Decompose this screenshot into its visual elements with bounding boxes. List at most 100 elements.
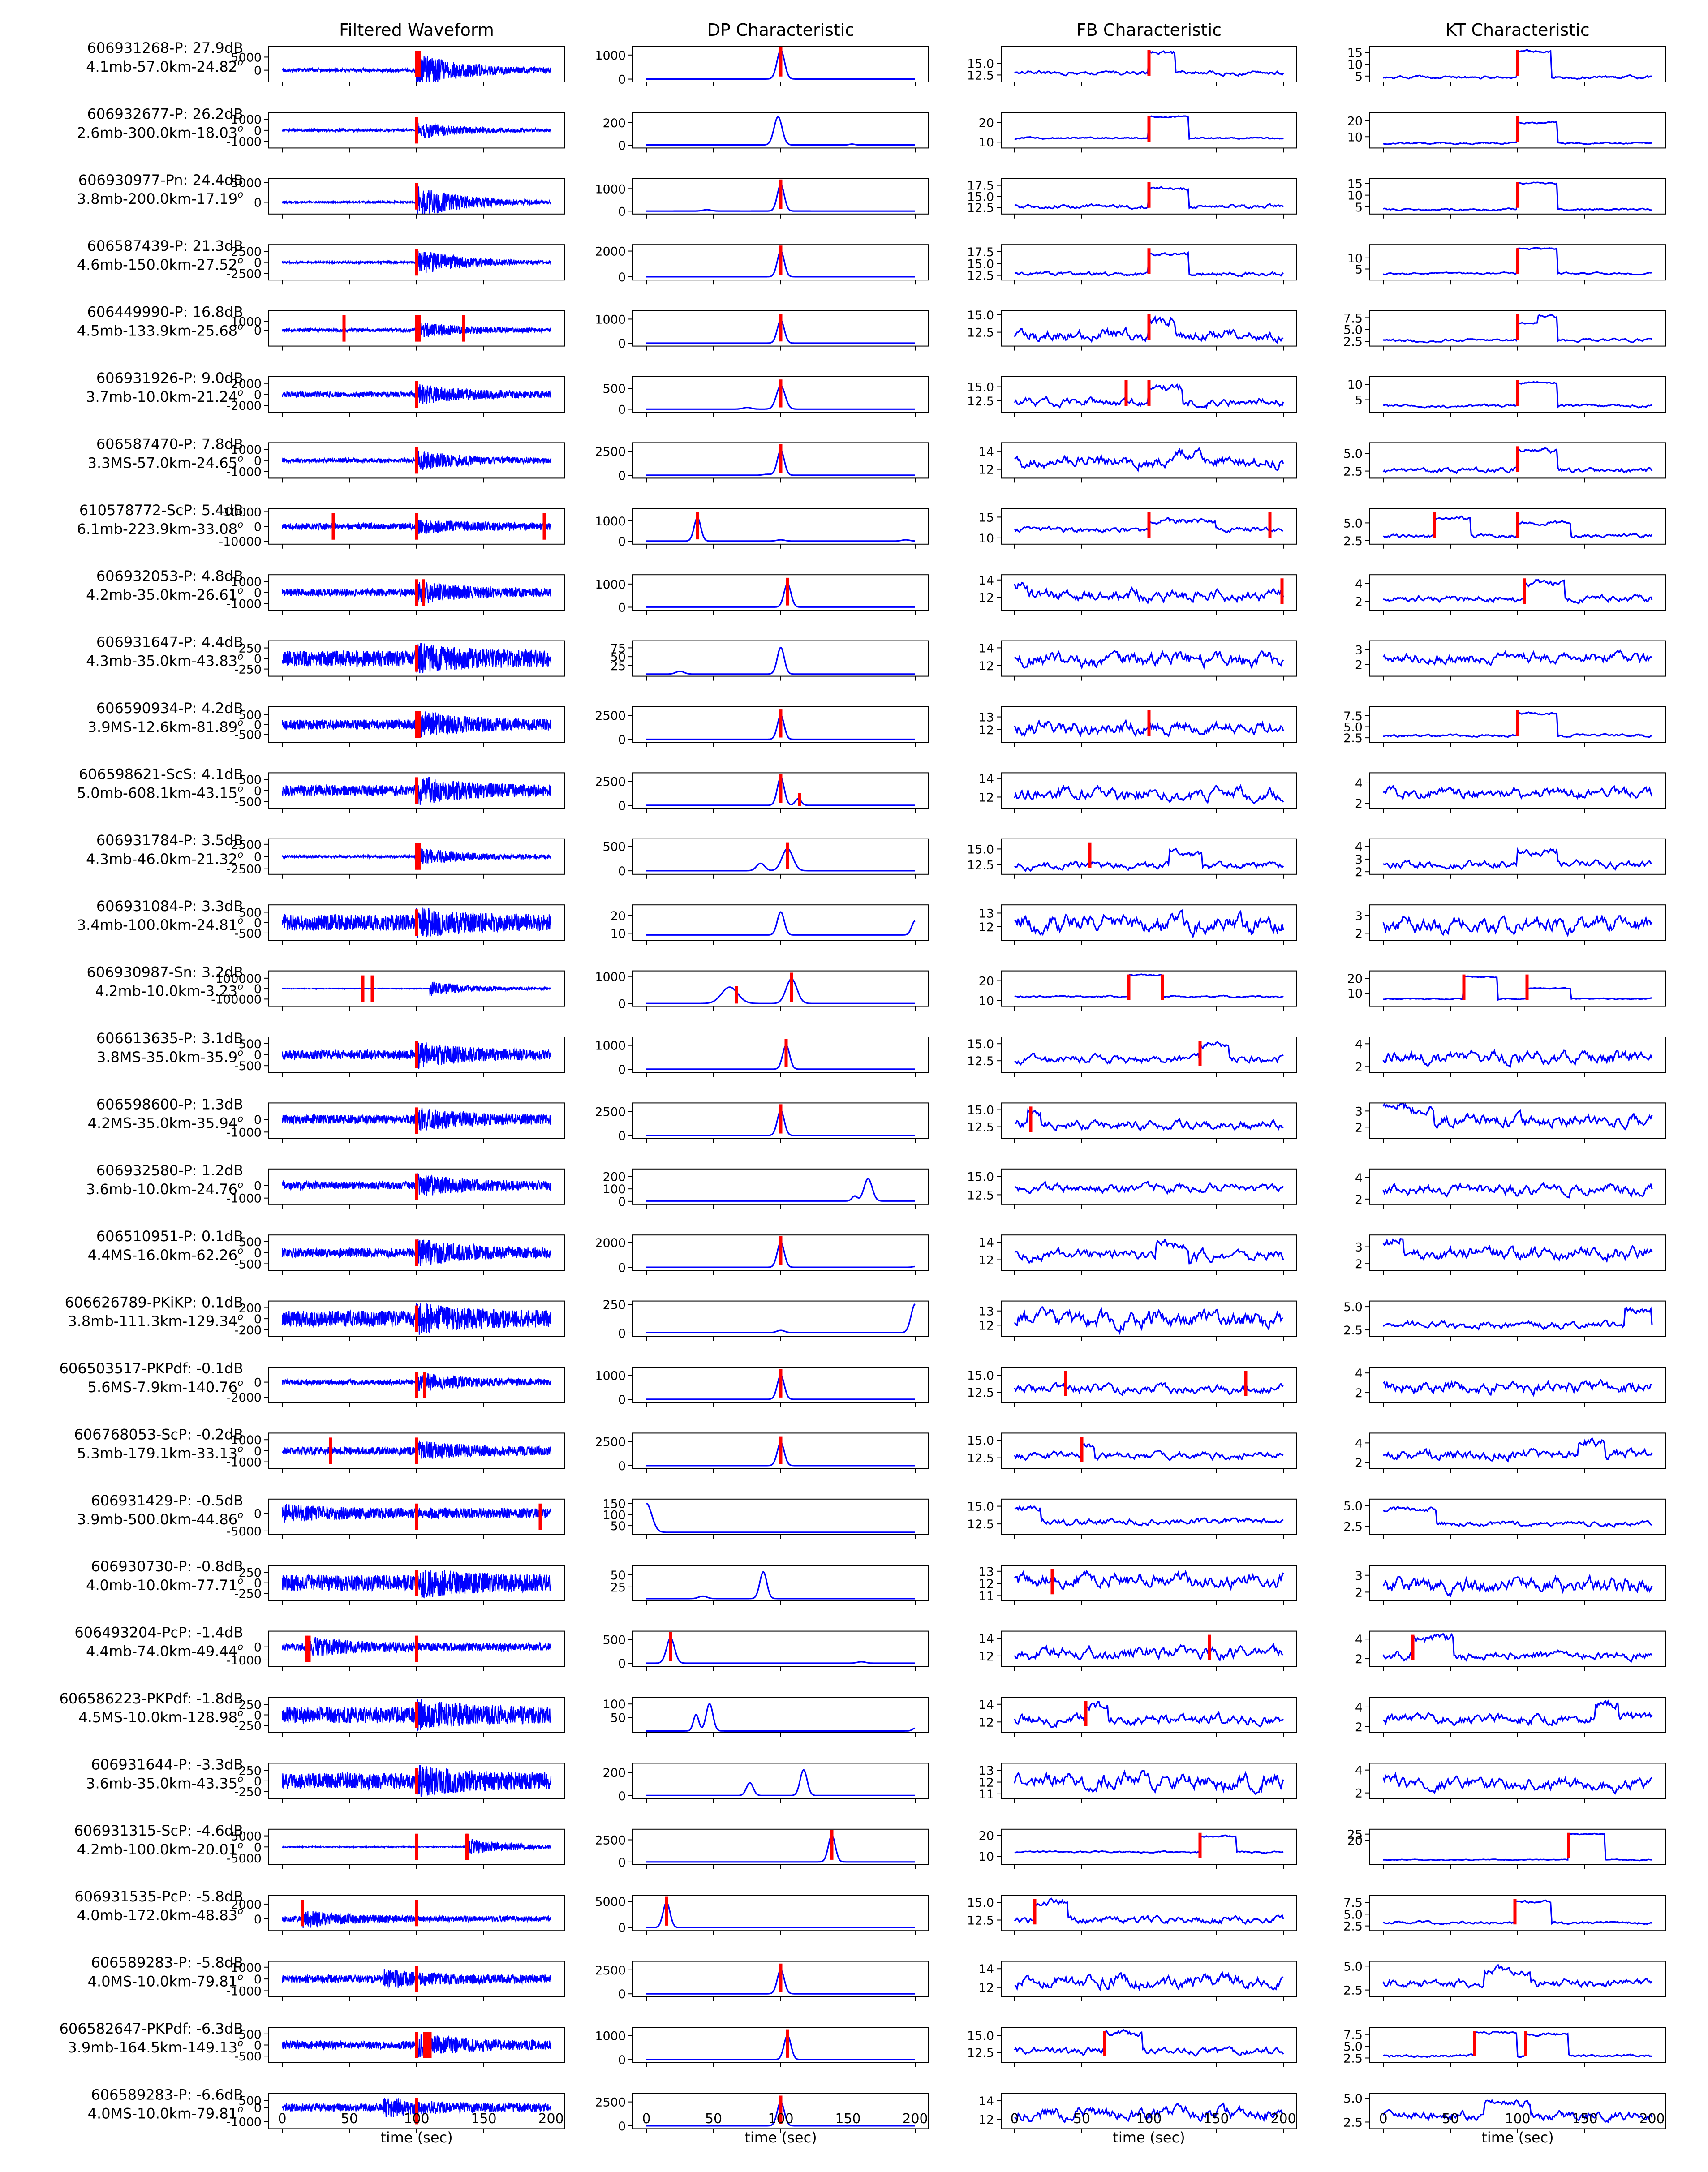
row-label-event: 3.4mb-100.0km-24.81o	[77, 915, 243, 933]
panel-dp-row-28: 5000 0	[595, 1895, 929, 1935]
panel-waveform-row-2: 5000 0	[231, 176, 565, 219]
y-tick-label: 2	[1355, 1586, 1363, 1600]
waveform-trace-line	[281, 643, 552, 674]
row-label-event: 4.2MS-35.0km-35.94o	[88, 1113, 243, 1131]
y-tick-label: 5.0	[1343, 1960, 1363, 1974]
y-tick-label: 0	[254, 388, 262, 402]
y-tick-label: 12	[979, 591, 994, 605]
y-tick-label: 0	[618, 337, 626, 351]
y-tick-label: 0	[618, 205, 626, 219]
row-label-event-text: 3.4mb-100.0km-24.81	[77, 916, 237, 933]
y-tick-label: -10000	[219, 535, 262, 549]
y-tick-label: 5	[1355, 394, 1363, 408]
y-tick-label: 0	[618, 1063, 626, 1077]
kt-trace-line	[1383, 1306, 1653, 1331]
y-tick-label: 0	[254, 256, 262, 270]
kt-trace-line	[1383, 1832, 1652, 1862]
fb-trace-line	[1014, 973, 1284, 998]
y-tick-label: -2000	[227, 399, 262, 413]
panel-fb-row-30: 15.0 12.5	[967, 2027, 1297, 2067]
panel-kt-row-19: 5.0 2.5	[1343, 1300, 1666, 1341]
row-label-station: 606613635-P: 3.1dB	[96, 1030, 243, 1047]
row-label-station: 606586223-PKPdf: -1.8dB	[60, 1690, 243, 1707]
x-axis-label-kt: time (sec)	[1481, 2129, 1553, 2146]
panel-waveform-row-24: 0-1000	[227, 1630, 565, 1671]
y-tick-label: 2000	[231, 1898, 262, 1912]
y-tick-label: 2	[1355, 1456, 1363, 1470]
y-tick-label: 15.0	[967, 381, 994, 395]
row-label-station: 606503517-PKPdf: -0.1dB	[60, 1360, 243, 1377]
y-tick-label: 17.5	[967, 179, 994, 193]
panel-frame	[632, 1498, 929, 1535]
y-tick-label: 2	[1355, 865, 1363, 879]
panel-frame	[1369, 1498, 1666, 1535]
y-tick-label: 0	[254, 1973, 262, 1987]
y-tick-label: 12.5	[967, 1386, 994, 1400]
kt-trace-line	[1382, 1238, 1653, 1264]
y-tick-label: 10000	[223, 505, 262, 519]
dp-trace-line	[646, 1902, 915, 1928]
y-tick-label: 10	[979, 532, 994, 546]
degree-superscript: o	[237, 57, 243, 68]
y-tick-label: 12.5	[967, 1518, 994, 1531]
panel-kt-row-23: 32	[1355, 1565, 1666, 1605]
fb-trace-line	[1014, 1970, 1284, 1992]
y-tick-label: 5.0	[1343, 2040, 1363, 2054]
dp-trace-line	[646, 646, 915, 675]
y-tick-label: 20	[611, 909, 626, 923]
y-tick-label: 12	[979, 1577, 994, 1591]
panel-kt-row-26: 42	[1355, 1763, 1666, 1803]
y-tick-label: 4	[1355, 1171, 1363, 1185]
row-label-station: 606768053-ScP: -0.2dB	[74, 1426, 243, 1443]
row-label-event: 5.6MS-7.9km-140.76o	[88, 1377, 243, 1396]
kt-trace-line	[1383, 1699, 1653, 1727]
y-tick-label: 13	[979, 711, 994, 725]
y-tick-label: 0	[254, 586, 262, 600]
y-tick-label: 14	[979, 1962, 994, 1976]
y-tick-label: 0	[618, 469, 626, 483]
row-label-event: 3.8mb-200.0km-17.19o	[77, 189, 243, 207]
panel-dp-row-31: 2500 0	[595, 2093, 929, 2133]
x-tick-label: 150	[1572, 2111, 1597, 2127]
y-tick-label: 5.0	[1343, 323, 1363, 337]
y-tick-label: 0	[618, 403, 626, 417]
y-tick-label: 14	[979, 2095, 994, 2108]
row-label-event-text: 4.0MS-10.0km-79.81	[88, 1973, 237, 1990]
panel-kt-row-10: 7.55.02.5	[1343, 706, 1666, 747]
row-label-event-text: 3.9mb-500.0km-44.86	[77, 1511, 237, 1528]
y-tick-label: 4	[1355, 577, 1363, 591]
row-label-station: 606582647-PKPdf: -6.3dB	[60, 2020, 243, 2037]
panel-fb-row-21: 15.0 12.5	[967, 1432, 1297, 1473]
y-tick-label: 2.5	[1343, 2116, 1363, 2129]
kt-trace-line	[1383, 1899, 1652, 1926]
y-tick-label: 500	[238, 773, 262, 787]
row-label-event-text: 4.2mb-100.0km-20.01	[77, 1841, 237, 1858]
y-tick-label: 15	[1347, 177, 1363, 191]
y-tick-label: 0	[254, 1577, 262, 1591]
fb-trace-line	[1014, 1180, 1284, 1195]
y-tick-label: 10	[1347, 987, 1363, 1001]
row-label-station: 606932677-P: 26.2dB	[87, 105, 243, 122]
y-tick-label: 2	[1355, 927, 1363, 941]
row-label-station: 606931315-ScP: -4.6dB	[74, 1822, 243, 1839]
degree-superscript: o	[237, 189, 243, 200]
y-tick-label: -1000	[227, 465, 262, 479]
y-tick-label: -250	[234, 1719, 262, 1733]
row-label-station: 606930987-Sn: 3.2dB	[87, 964, 243, 981]
degree-superscript: o	[237, 1575, 243, 1586]
panel-dp-row-21: 2500 0	[595, 1432, 929, 1473]
y-tick-label: 12.5	[967, 1054, 994, 1068]
row-label-station: 606931429-P: -0.5dB	[91, 1492, 243, 1509]
panel-fb-row-3: 17.515.012.5	[967, 244, 1297, 285]
panel-dp-row-24: 500 0	[602, 1630, 929, 1671]
row-label-event-text: 2.6mb-300.0km-18.03	[77, 124, 237, 141]
panel-frame	[1369, 1565, 1666, 1601]
